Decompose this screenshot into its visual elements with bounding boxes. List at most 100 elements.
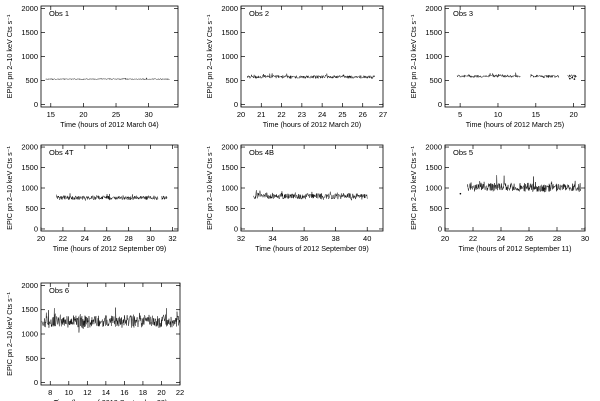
x-tick-label: 28 bbox=[125, 234, 133, 243]
y-tick-label: 1500 bbox=[221, 28, 238, 37]
x-tick-label: 30 bbox=[144, 110, 152, 119]
x-tick-label: 20 bbox=[37, 234, 45, 243]
plot-frame bbox=[444, 5, 586, 108]
y-tick-label: 1500 bbox=[221, 163, 238, 172]
x-tick-label: 24 bbox=[497, 234, 505, 243]
x-tick-label: 25 bbox=[112, 110, 120, 119]
light-curve-line bbox=[41, 307, 181, 333]
y-tick-label: 1000 bbox=[221, 184, 238, 193]
x-axis-label: Time (hours of 2012 September 28) bbox=[54, 398, 168, 401]
x-tick-label: 10 bbox=[65, 388, 73, 397]
panel-title: Obs 4B bbox=[249, 148, 274, 157]
data-point bbox=[459, 192, 462, 195]
light-curve-line bbox=[246, 73, 376, 80]
plot-frame bbox=[240, 144, 384, 232]
light-curve-line bbox=[56, 193, 168, 201]
y-tick-label: 1000 bbox=[425, 52, 442, 61]
x-tick-label: 15 bbox=[47, 110, 55, 119]
plot-frame bbox=[240, 5, 384, 108]
x-tick-label: 20 bbox=[237, 110, 245, 119]
light-curve-line bbox=[456, 72, 577, 79]
x-tick-label: 16 bbox=[120, 388, 128, 397]
x-tick-label: 26 bbox=[525, 234, 533, 243]
x-axis-label: Time (hours of 2012 September 09) bbox=[255, 244, 369, 253]
y-axis-label: EPIC pn 2–10 keV Cts s⁻¹ bbox=[409, 146, 418, 230]
x-tick-label: 38 bbox=[331, 234, 339, 243]
x-tick-label: 14 bbox=[102, 388, 110, 397]
plot-frame bbox=[40, 5, 179, 108]
x-tick-label: 24 bbox=[81, 234, 89, 243]
chart-panel-3: 0 500 1000 1500 2000 5 10 15 20 Time (hours of 20… bbox=[409, 4, 586, 129]
plot-frame bbox=[444, 144, 586, 232]
y-tick-label: 1500 bbox=[425, 163, 442, 172]
y-tick-label: 500 bbox=[429, 76, 442, 85]
x-axis-label: Time (hours of 2012 September 11) bbox=[458, 244, 571, 253]
y-axis-label: EPIC pn 2–10 keV Cts s⁻¹ bbox=[5, 292, 14, 376]
y-axis-label: EPIC pn 2–10 keV Cts s⁻¹ bbox=[205, 14, 214, 98]
x-tick-label: 30 bbox=[146, 234, 154, 243]
x-tick-label: 34 bbox=[268, 234, 276, 243]
x-tick-label: 5 bbox=[458, 110, 462, 119]
x-tick-label: 26 bbox=[359, 110, 367, 119]
light-curve-line bbox=[467, 175, 582, 193]
plot-frame bbox=[40, 282, 181, 386]
y-tick-label: 500 bbox=[225, 76, 238, 85]
y-axis-label: EPIC pn 2–10 keV Cts s⁻¹ bbox=[5, 146, 14, 230]
panel-title: Obs 6 bbox=[49, 286, 69, 295]
x-tick-label: 22 bbox=[469, 234, 477, 243]
y-tick-label: 0 bbox=[438, 224, 442, 233]
x-tick-label: 12 bbox=[83, 388, 91, 397]
chart-panel-6: 0 500 1000 1500 2000 20 22 24 26 28 30 Time (hours … bbox=[409, 143, 589, 253]
light-curve-line bbox=[45, 77, 170, 81]
light-curve-line bbox=[253, 190, 368, 201]
data-point bbox=[569, 77, 571, 80]
panel-title: Obs 1 bbox=[49, 9, 69, 18]
panel-title: Obs 5 bbox=[453, 148, 473, 157]
x-tick-label: 27 bbox=[379, 110, 387, 119]
y-tick-label: 1500 bbox=[21, 163, 38, 172]
y-tick-label: 500 bbox=[25, 204, 38, 213]
x-tick-label: 22 bbox=[277, 110, 285, 119]
x-tick-label: 15 bbox=[532, 110, 540, 119]
y-tick-label: 2000 bbox=[425, 143, 442, 152]
x-axis-label: Time (hours of 2012 March 04) bbox=[60, 120, 158, 129]
y-tick-label: 0 bbox=[234, 100, 238, 109]
x-tick-label: 20 bbox=[441, 234, 449, 243]
y-tick-label: 2000 bbox=[21, 143, 38, 152]
x-tick-label: 20 bbox=[157, 388, 165, 397]
x-tick-label: 18 bbox=[139, 388, 147, 397]
y-tick-label: 0 bbox=[234, 224, 238, 233]
x-tick-label: 26 bbox=[103, 234, 111, 243]
y-tick-label: 0 bbox=[34, 378, 38, 387]
x-tick-label: 32 bbox=[237, 234, 245, 243]
x-tick-label: 24 bbox=[318, 110, 326, 119]
y-axis-label: EPIC pn 2–10 keV Cts s⁻¹ bbox=[409, 14, 418, 98]
chart-panel-7: 0 500 1000 1500 2000 8 10 12 14 16 18 20 22 Time (hou… bbox=[5, 281, 184, 401]
y-axis-label: EPIC pn 2–10 keV Cts s⁻¹ bbox=[205, 146, 214, 230]
y-tick-label: 0 bbox=[438, 100, 442, 109]
x-tick-label: 22 bbox=[59, 234, 67, 243]
x-tick-label: 36 bbox=[300, 234, 308, 243]
y-tick-label: 1000 bbox=[425, 184, 442, 193]
y-tick-label: 500 bbox=[25, 354, 38, 363]
y-tick-label: 1500 bbox=[21, 28, 38, 37]
y-tick-label: 2000 bbox=[21, 4, 38, 13]
y-tick-label: 1500 bbox=[21, 305, 38, 314]
y-tick-label: 500 bbox=[429, 204, 442, 213]
y-tick-label: 500 bbox=[25, 76, 38, 85]
x-tick-label: 21 bbox=[257, 110, 265, 119]
y-tick-label: 500 bbox=[225, 204, 238, 213]
y-tick-label: 2000 bbox=[221, 4, 238, 13]
y-tick-label: 2000 bbox=[425, 4, 442, 13]
x-tick-label: 40 bbox=[363, 234, 371, 243]
y-tick-label: 1500 bbox=[425, 28, 442, 37]
x-tick-label: 8 bbox=[48, 388, 52, 397]
plot-frame bbox=[40, 144, 179, 232]
panel-title: Obs 4T bbox=[49, 148, 74, 157]
y-tick-label: 1000 bbox=[21, 184, 38, 193]
x-tick-label: 20 bbox=[79, 110, 87, 119]
y-axis-label: EPIC pn 2–10 keV Cts s⁻¹ bbox=[5, 14, 14, 98]
